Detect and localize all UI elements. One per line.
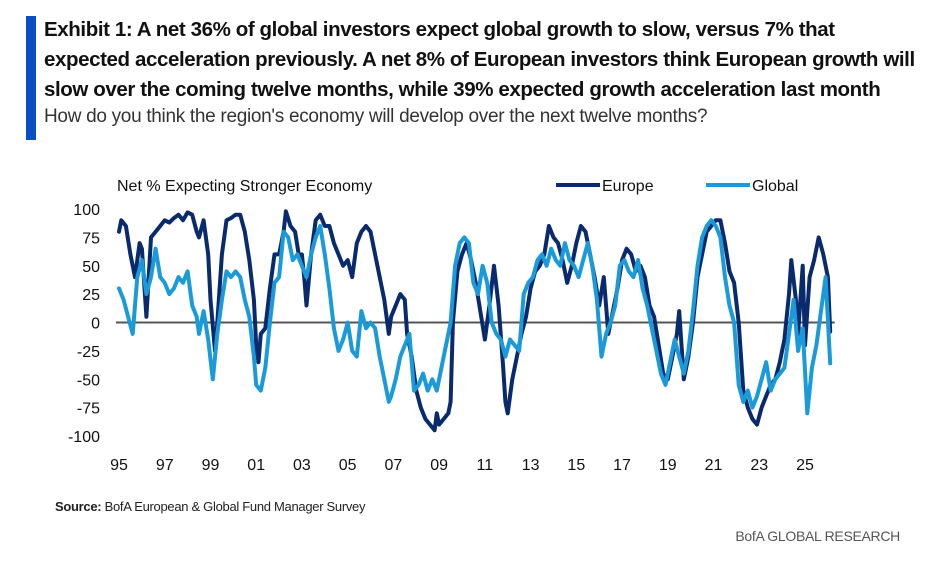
source-note: Source: BofA European & Global Fund Mana… [55,499,366,514]
x-axis: 95 97 99 01 03 05 07 09 11 13 15 17 19 21 23 25 [110,457,814,474]
y-tick-label: 25 [82,287,100,304]
x-tick-label: 09 [430,457,448,474]
x-tick-label: 13 [522,457,540,474]
y-tick-label: 100 [73,202,100,219]
y-tick-label: 75 [82,230,100,247]
x-tick-label: 25 [796,457,814,474]
x-tick-label: 95 [110,457,128,474]
x-tick-label: 03 [293,457,311,474]
accent-bar [26,16,36,140]
y-tick-label: -75 [77,401,100,418]
brand-label: BofA GLOBAL RESEARCH [735,528,900,544]
series-group [117,209,833,433]
line-chart: Net % Expecting Stronger Economy Europe … [68,178,835,474]
x-tick-label: 15 [567,457,585,474]
y-tick-label: -25 [77,344,100,361]
x-tick-label: 23 [750,457,768,474]
x-tick-label: 97 [156,457,174,474]
series-line-europe [117,209,833,433]
y-tick-label: -100 [68,429,100,446]
legend-label-europe: Europe [602,178,654,195]
exhibit-title: Exhibit 1: A net 36% of global investors… [44,18,915,101]
legend: Europe Global [556,178,798,195]
x-tick-label: 11 [477,457,494,474]
y-tick-label: -50 [77,372,100,389]
x-tick-label: 21 [705,457,723,474]
x-tick-label: 99 [202,457,220,474]
y-tick-label: 0 [91,316,100,333]
chart-title: Net % Expecting Stronger Economy [117,178,372,195]
exhibit-subtitle: How do you think the region's economy wi… [44,106,708,127]
y-tick-label: 50 [82,259,100,276]
source-label: Source: [55,499,102,514]
legend-label-global: Global [752,178,798,195]
x-tick-label: 07 [385,457,403,474]
x-tick-label: 01 [247,457,265,474]
x-tick-label: 05 [339,457,357,474]
y-axis: 100 75 50 25 0 -25 -50 -75 -100 [68,202,100,446]
x-tick-label: 19 [659,457,677,474]
x-tick-label: 17 [613,457,631,474]
series-line-global [117,218,833,416]
source-text: BofA European & Global Fund Manager Surv… [104,499,366,514]
